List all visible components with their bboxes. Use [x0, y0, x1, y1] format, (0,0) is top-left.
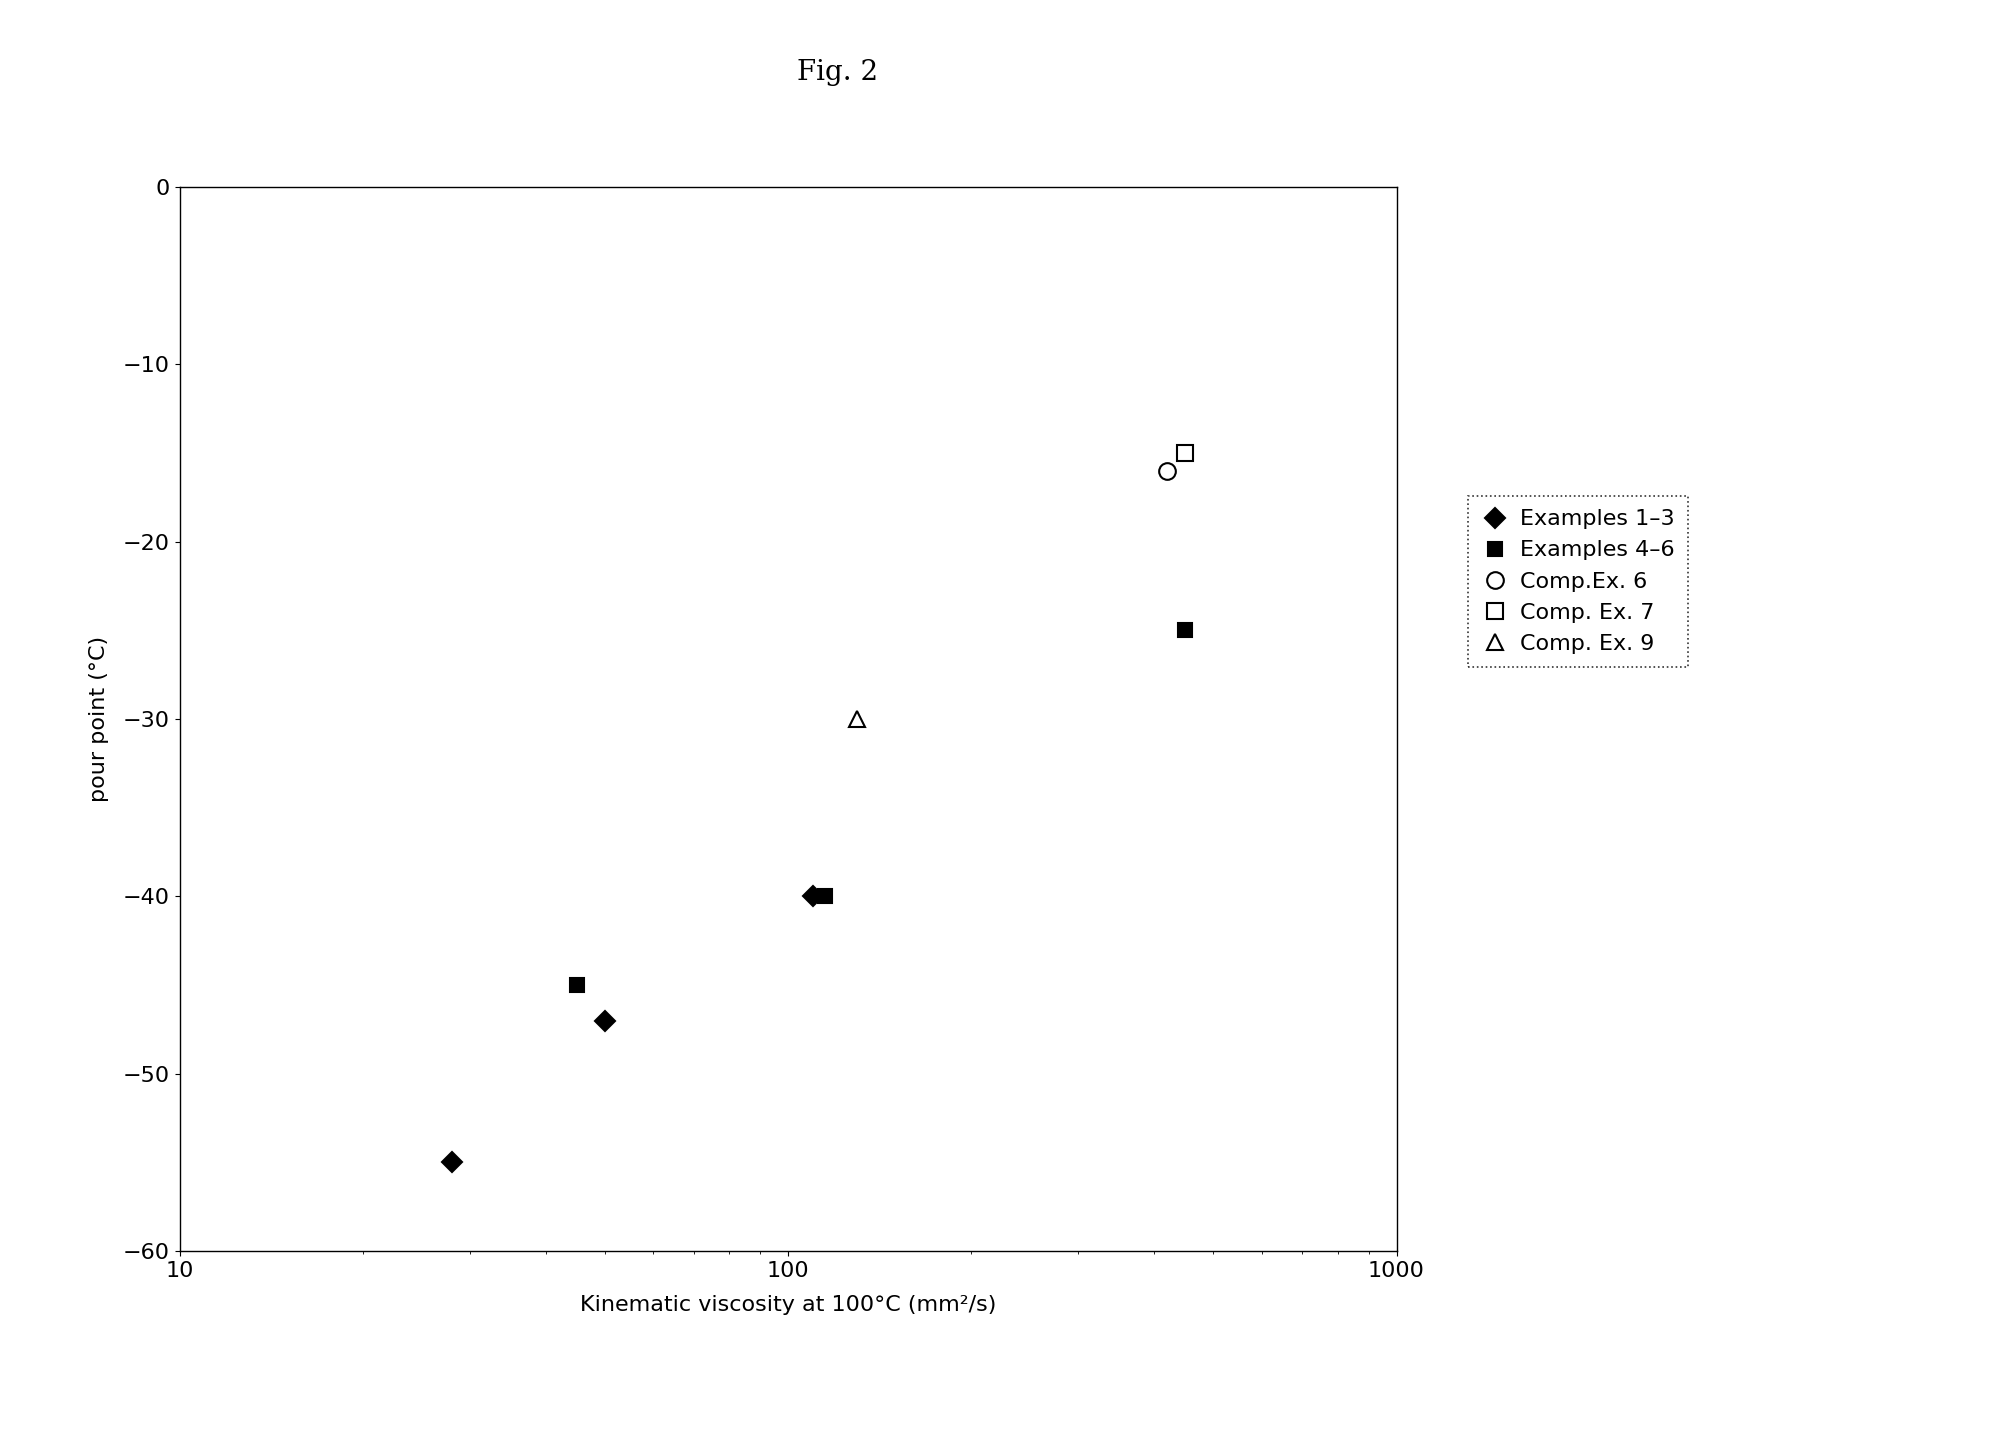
Examples 4–6	[814, 887, 838, 905]
Examples 4–6	[1173, 621, 1197, 638]
Legend: Examples 1–3, Examples 4–6, Comp.Ex. 6, Comp. Ex. 7, Comp. Ex. 9: Examples 1–3, Examples 4–6, Comp.Ex. 6, …	[1468, 496, 1688, 667]
Line: Examples 1–3: Examples 1–3	[445, 890, 820, 1169]
Y-axis label: pour point (°C): pour point (°C)	[90, 636, 110, 802]
Examples 1–3	[593, 1012, 616, 1030]
X-axis label: Kinematic viscosity at 100°C (mm²/s): Kinematic viscosity at 100°C (mm²/s)	[581, 1294, 996, 1314]
Examples 1–3	[439, 1153, 463, 1171]
Text: Fig. 2: Fig. 2	[798, 59, 878, 86]
Line: Examples 4–6: Examples 4–6	[571, 624, 1193, 992]
Examples 4–6	[565, 976, 589, 994]
Examples 1–3	[802, 887, 826, 905]
